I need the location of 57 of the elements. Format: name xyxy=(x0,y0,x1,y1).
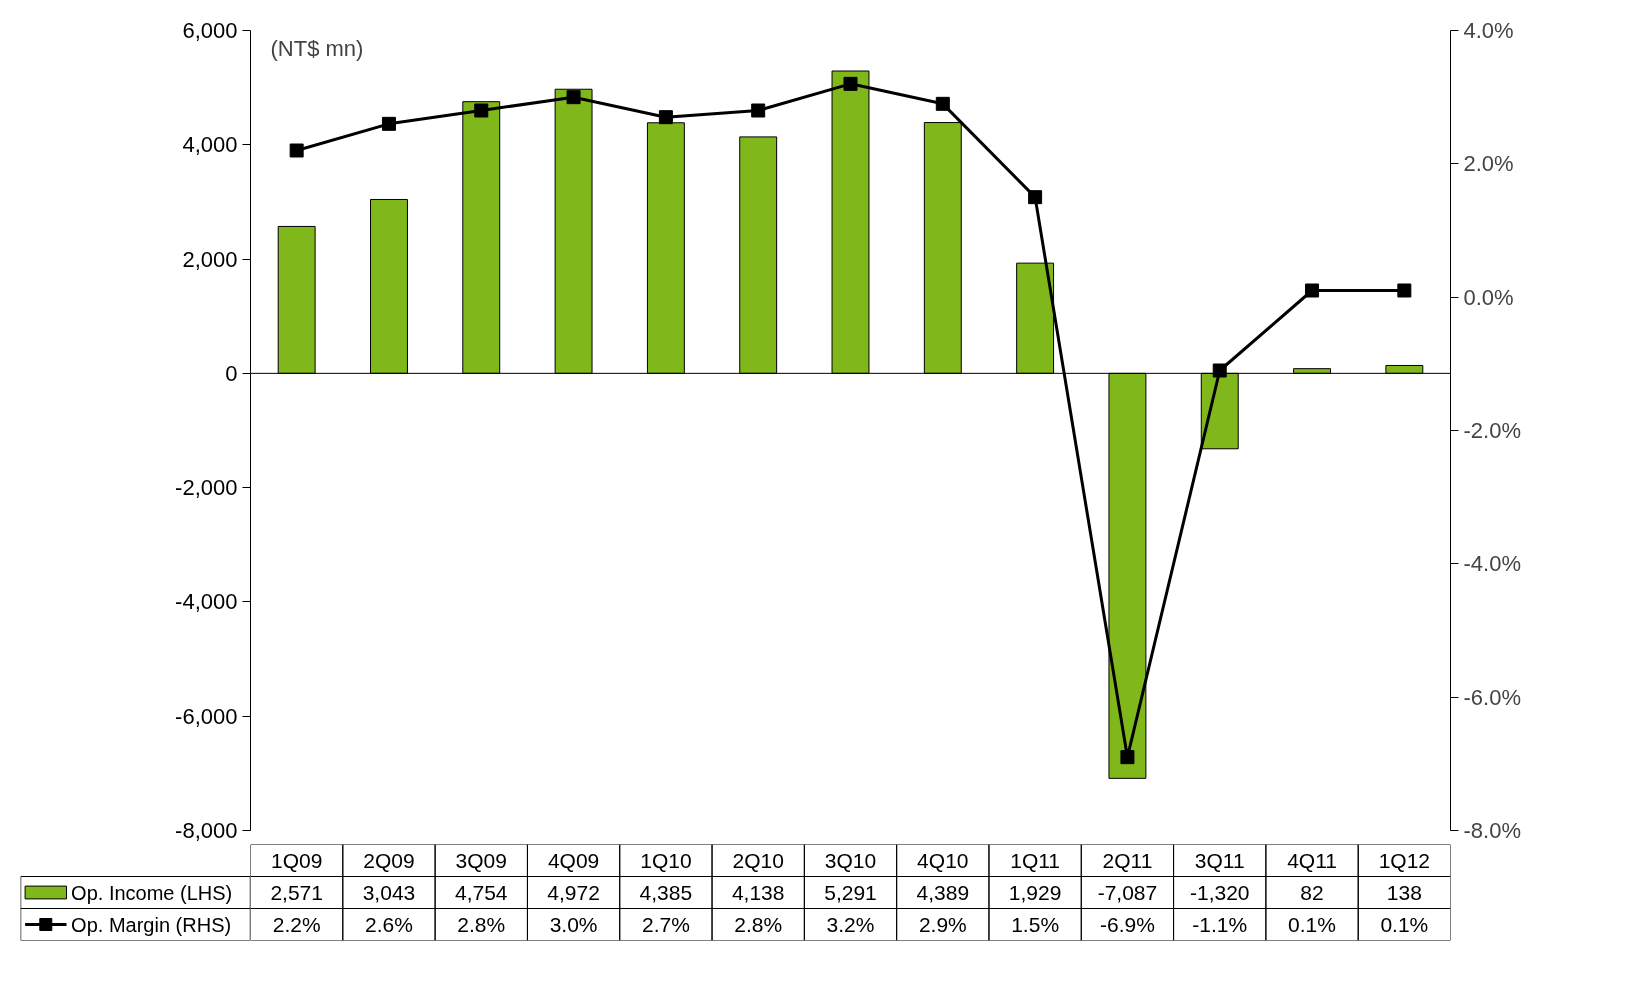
data-label: -1,320 xyxy=(1189,880,1250,904)
y-tick-label: -6,000 xyxy=(175,703,238,729)
data-label: 82 xyxy=(1300,880,1324,904)
data-label: 2.2% xyxy=(272,913,321,936)
y2-tick-label: 4.0% xyxy=(1463,18,1514,43)
x-tick-label: 2Q09 xyxy=(363,849,415,872)
data-label: 2.9% xyxy=(918,913,967,936)
data-label: 2.7% xyxy=(641,913,690,936)
legend-label: Op. Income (LHS) xyxy=(71,881,233,904)
x-tick-label: 3Q11 xyxy=(1194,849,1245,872)
y-tick-label: -2,000 xyxy=(175,475,238,501)
y2-tick-label: 2.0% xyxy=(1463,151,1514,177)
y-tick-label: -8,000 xyxy=(175,818,238,843)
data-label: 1,929 xyxy=(1008,880,1062,904)
x-tick-label: 1Q10 xyxy=(640,849,692,872)
y-tick-label: 0 xyxy=(225,360,238,386)
x-tick-label: 2Q10 xyxy=(732,849,784,872)
y-tick-label: 4,000 xyxy=(182,132,238,158)
data-label: 4,389 xyxy=(916,880,970,904)
x-tick-label: 3Q10 xyxy=(824,849,877,872)
x-tick-label: 1Q12 xyxy=(1378,849,1431,872)
x-tick-label: 4Q11 xyxy=(1287,849,1337,872)
annotation: (NT$ mn) xyxy=(270,35,364,61)
legend-label: Op. Margin (RHS) xyxy=(71,913,232,936)
y2-tick-label: -6.0% xyxy=(1463,684,1521,710)
data-label: 2.8% xyxy=(734,913,783,936)
y-tick-label: -4,000 xyxy=(175,589,238,615)
y2-tick-label: -8.0% xyxy=(1463,818,1521,843)
data-label: 4,138 xyxy=(731,880,785,904)
data-label: 2,571 xyxy=(270,880,323,904)
y2-tick-label: -2.0% xyxy=(1463,418,1521,443)
data-label: 3,043 xyxy=(362,880,416,904)
data-label: 2.6% xyxy=(365,913,413,936)
data-label: 4,385 xyxy=(639,880,693,904)
y-tick-label: 2,000 xyxy=(182,246,238,272)
y2-tick-label: -4.0% xyxy=(1463,551,1521,577)
data-label: 0.1% xyxy=(1288,913,1336,936)
x-tick-label: 4Q09 xyxy=(547,849,600,872)
data-label: 0.1% xyxy=(1380,913,1429,936)
data-label: 4,972 xyxy=(547,880,600,904)
x-tick-label: 1Q09 xyxy=(270,849,323,872)
data-label: 3.0% xyxy=(549,913,598,936)
y-tick-label: 6,000 xyxy=(182,18,238,43)
data-label: 3.2% xyxy=(826,913,875,936)
data-label: -7,087 xyxy=(1097,880,1158,904)
data-label: 1.5% xyxy=(1011,913,1060,936)
data-label: 5,291 xyxy=(824,880,877,904)
x-tick-label: 1Q11 xyxy=(1010,849,1061,872)
y2-tick-label: 0.0% xyxy=(1463,284,1514,310)
x-tick-label: 4Q10 xyxy=(917,849,969,872)
data-label: 138 xyxy=(1386,880,1422,904)
data-label: 4,754 xyxy=(454,880,508,904)
x-tick-label: 3Q09 xyxy=(455,849,507,872)
x-tick-label: 2Q11 xyxy=(1102,849,1153,872)
data-label: 2.8% xyxy=(457,913,506,936)
data-label: -6.9% xyxy=(1099,913,1155,936)
data-label: -1.1% xyxy=(1192,913,1248,936)
